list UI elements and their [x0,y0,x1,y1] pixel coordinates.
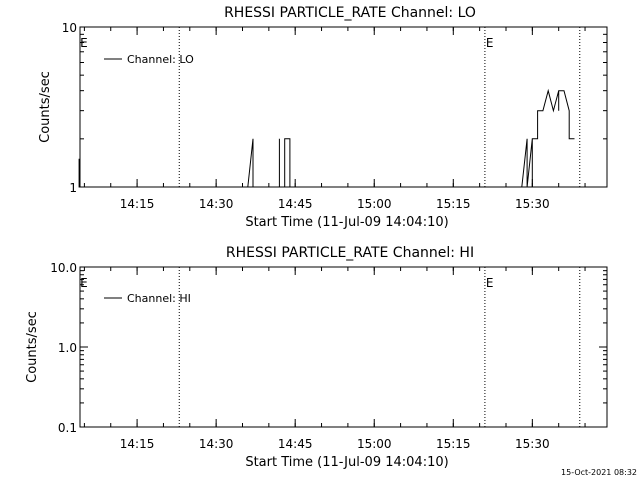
series-line [78,88,575,188]
lo-plot-frame [79,26,608,188]
hi-x-axis-label: Start Time (11-Jul-09 14:04:10) [245,455,448,470]
hi-y-axis-label: Counts/sec [25,311,40,383]
lo-chart-title: RHESSI PARTICLE_RATE Channel: LO [224,5,476,21]
event-marker-label: E [80,36,88,50]
x-tick-label: 15:30 [515,437,550,451]
lo-channel-panel: RHESSI PARTICLE_RATE Channel: LO Start T… [38,5,608,230]
x-tick-label: 15:00 [357,197,392,211]
lo-x-axis-label: Start Time (11-Jul-09 14:04:10) [245,215,448,230]
x-tick-label: 15:15 [436,437,471,451]
y-tick-label: 10.0 [50,261,77,275]
generation-timestamp: 15-Oct-2021 08:32 [561,468,637,477]
event-marker-label: E [486,276,494,290]
x-tick-label: 15:15 [436,197,471,211]
lo-y-axis-label: Counts/sec [38,71,53,143]
y-tick-label: 1.0 [58,341,77,355]
hi-legend-label: Channel: HI [127,292,191,305]
x-tick-label: 14:45 [278,437,313,451]
x-tick-label: 15:30 [515,197,550,211]
hi-plot-frame [79,266,608,428]
hi-channel-panel: RHESSI PARTICLE_RATE Channel: HI Start T… [25,245,608,470]
event-marker-label: E [80,276,88,290]
y-tick-label: 1 [69,181,77,195]
y-tick-label: 0.1 [58,421,77,435]
x-tick-label: 15:00 [357,437,392,451]
x-tick-label: 14:15 [120,437,155,451]
hi-chart-title: RHESSI PARTICLE_RATE Channel: HI [226,245,474,261]
lo-legend-label: Channel: LO [127,53,194,66]
x-tick-label: 14:15 [120,197,155,211]
x-tick-label: 14:30 [199,197,234,211]
event-marker-label: E [486,36,494,50]
x-tick-label: 14:30 [199,437,234,451]
y-tick-label: 10 [62,21,77,35]
x-tick-label: 14:45 [278,197,313,211]
